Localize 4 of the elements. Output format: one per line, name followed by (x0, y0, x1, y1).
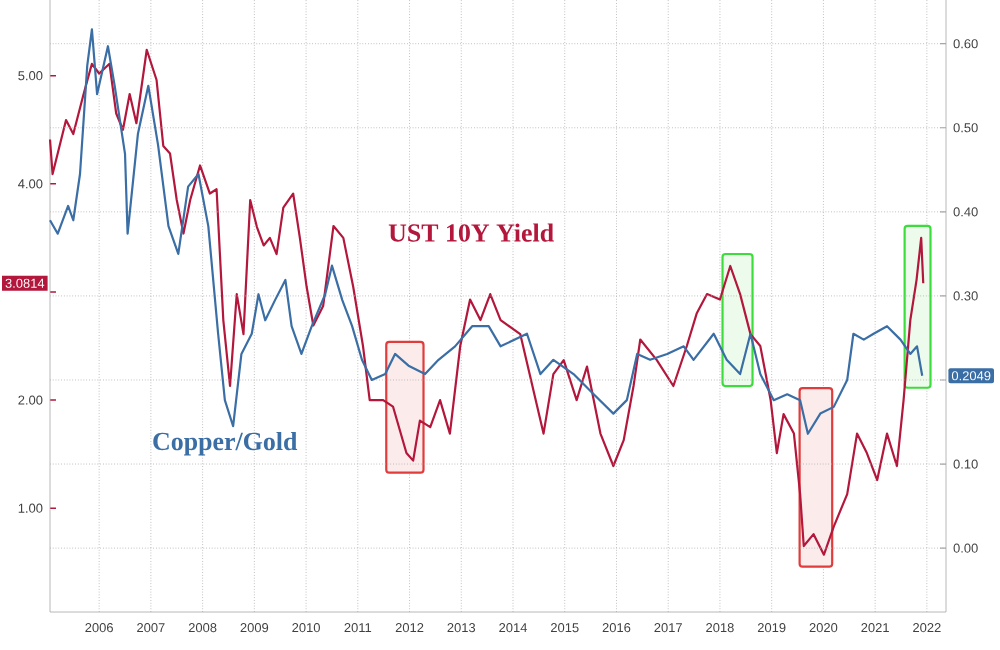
series-label: UST 10Y Yield (388, 223, 554, 242)
line-series (48, 48, 925, 556)
series-label: Copper/Gold (153, 431, 298, 456)
line-series (48, 28, 924, 435)
